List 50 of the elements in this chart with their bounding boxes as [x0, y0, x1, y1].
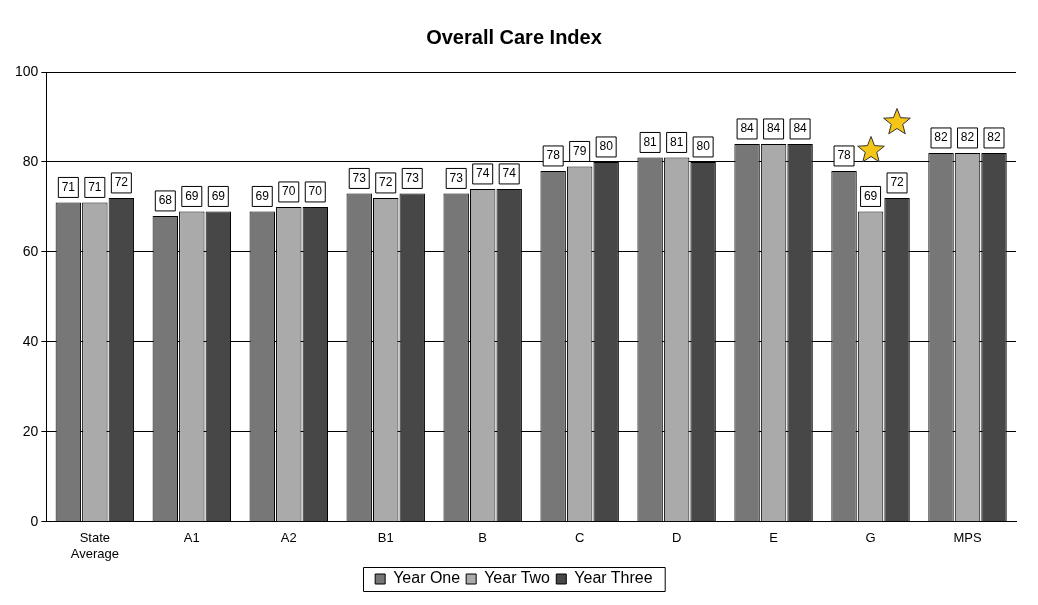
data-label: 78 — [837, 148, 852, 163]
data-label: 69 — [255, 188, 270, 203]
data-label: 74 — [476, 166, 490, 181]
data-label: 69 — [863, 188, 878, 203]
data-label: 70 — [308, 184, 323, 199]
data-label: 71 — [61, 179, 76, 194]
data-label: 79 — [572, 143, 587, 158]
data-label: 70 — [282, 184, 296, 199]
data-label: 81 — [669, 134, 684, 149]
data-label: 69 — [185, 188, 199, 203]
x-tick-label: B1 — [377, 530, 394, 546]
data-label: 84 — [793, 121, 808, 136]
data-label: 82 — [987, 130, 1002, 145]
data-label: 71 — [88, 179, 102, 194]
y-tick-label: 80 — [22, 152, 39, 169]
data-label: 80 — [599, 139, 614, 154]
data-label: 82 — [934, 130, 949, 145]
x-tick-label: MPS — [953, 530, 982, 546]
data-label: 73 — [352, 170, 367, 185]
data-label: 81 — [643, 134, 658, 149]
y-tick-label: 20 — [22, 422, 39, 439]
x-tick-label: A1 — [183, 530, 200, 546]
x-tick-label: State Average — [70, 530, 119, 561]
data-label: 73 — [405, 170, 420, 185]
x-tick-label: A2 — [280, 530, 297, 546]
data-label: 78 — [546, 148, 561, 163]
data-label: 80 — [696, 139, 711, 154]
x-tick-label: G — [865, 530, 876, 546]
data-label: 74 — [502, 166, 517, 181]
data-label: 84 — [740, 121, 755, 136]
y-tick-label: 100 — [15, 62, 39, 79]
x-tick-label: E — [769, 530, 779, 546]
x-tick-label: D — [671, 530, 682, 546]
data-label: 72 — [379, 175, 393, 190]
x-tick-label: B — [478, 530, 488, 546]
x-tick-label: C — [574, 530, 585, 546]
legend-label: Year One — [393, 569, 461, 587]
y-tick-label: 40 — [22, 332, 39, 349]
data-label: 68 — [158, 193, 173, 208]
legend-label: Year Three — [574, 569, 653, 587]
data-label: 73 — [449, 170, 464, 185]
data-label: 84 — [766, 121, 781, 136]
chart-title: Overall Care Index — [426, 25, 602, 48]
y-tick-label: 60 — [22, 242, 39, 259]
data-label: 72 — [114, 175, 129, 190]
data-label: 82 — [960, 130, 975, 145]
y-tick-label: 0 — [30, 512, 39, 529]
data-label: 69 — [211, 188, 226, 203]
data-label: 72 — [890, 175, 905, 190]
legend-label: Year Two — [484, 569, 551, 587]
